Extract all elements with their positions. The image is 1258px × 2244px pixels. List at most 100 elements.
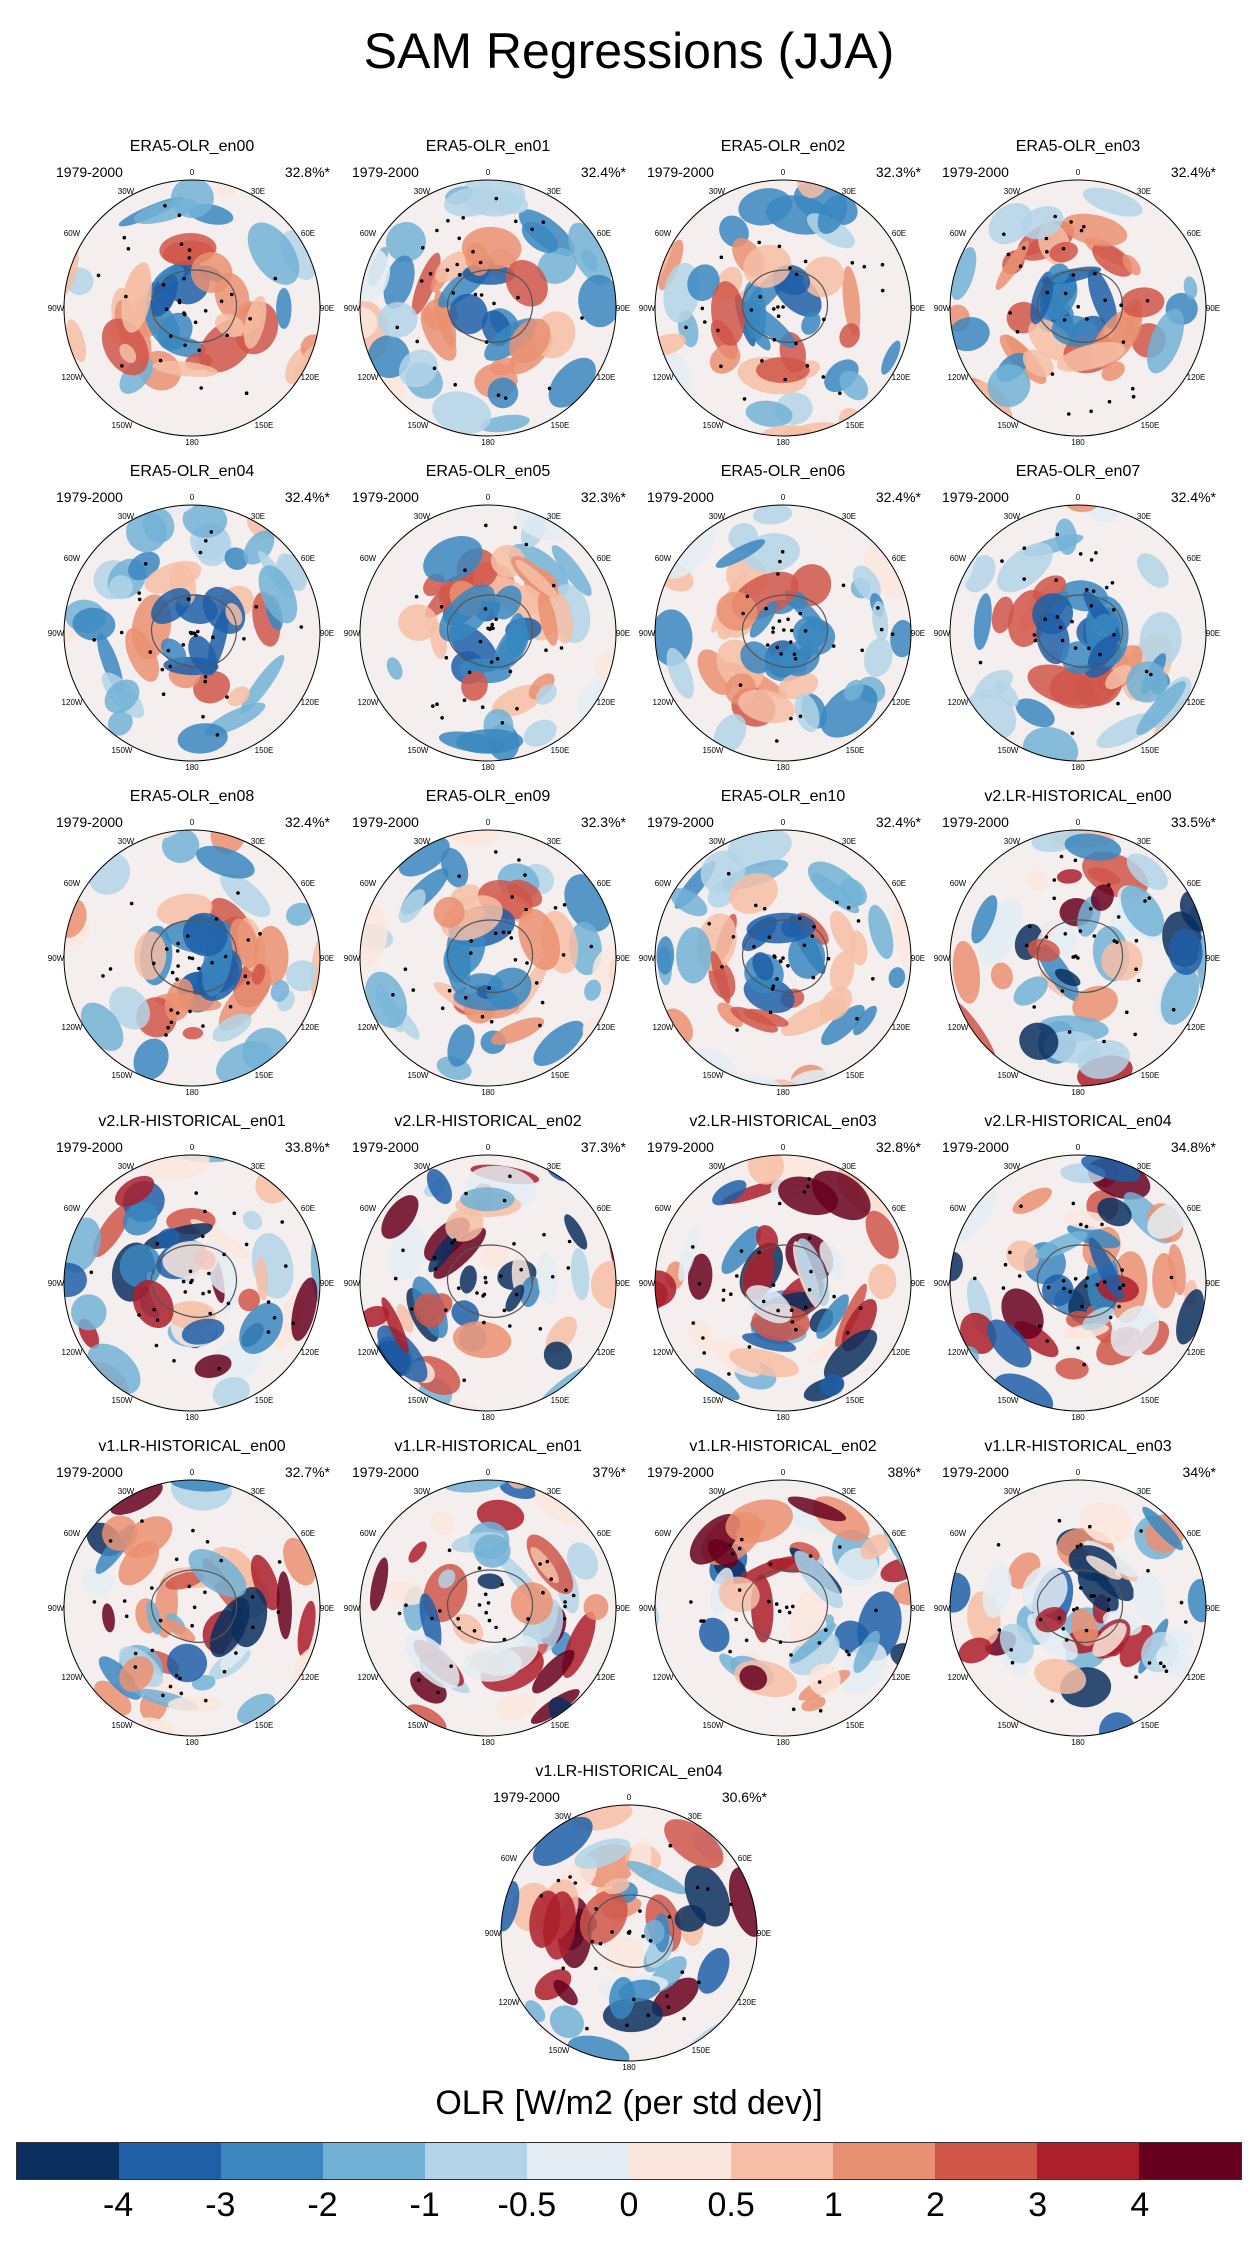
anomaly-blob [1183,276,1198,300]
longitude-label: 60W [950,229,967,238]
panel-period: 1979-2000 [942,814,1009,830]
anomaly-blob [821,1004,865,1046]
significance-dot [473,292,478,297]
significance-dot [108,967,113,971]
anomaly-blob [808,1663,841,1696]
significance-dot [547,386,552,391]
anomaly-blob [1080,1502,1133,1544]
significance-dot [777,1201,782,1206]
polar-map: 0 30E 60E 90E 120E 150E 180 150W 120W 90W 60W 30W [639,168,925,447]
significance-dot [445,268,450,272]
longitude-label: 150E [255,1396,274,1405]
anomaly-blob [1030,271,1054,325]
significance-dot [641,1934,645,1939]
anomaly-blob [182,1026,204,1040]
anomaly-blob [982,1565,1012,1618]
significance-dot [787,1610,792,1615]
anomaly-blob [480,1242,508,1269]
significance-dot [1091,589,1096,593]
polar-map: 0 30E 60E 90E 120E 150E 180 150W 120W 90W 60W 30W [639,1468,925,1747]
anomaly-blob [1110,1305,1160,1357]
significance-dot [835,900,839,905]
significance-dot [556,1878,561,1883]
significance-dot [486,626,490,631]
longitude-label: 150W [408,1071,429,1080]
longitude-label: 150E [1141,746,1160,755]
longitude-label: 90E [911,304,925,313]
significance-dot [203,309,208,313]
anomaly-blob [132,1279,174,1329]
significance-dot [291,1321,295,1326]
longitude-label: 150W [998,1071,1019,1080]
panel-variance-explained: 32.4%* [875,814,921,830]
anomaly-blob [227,686,250,707]
longitude-label: 30W [414,837,431,846]
significance-dot [776,1308,780,1313]
significance-dot [203,1209,207,1214]
significance-dot [203,1590,207,1595]
anomaly-blob [592,947,616,995]
anomaly-blob [729,872,778,914]
longitude-label: 60W [950,554,967,563]
significance-dot [1089,907,1093,911]
significance-dot [444,655,449,660]
anomaly-blob [666,647,694,699]
anomaly-blob [1022,1565,1068,1615]
anomaly-blob [497,626,530,670]
longitude-label: 120W [62,1023,83,1032]
significance-dot [798,611,802,616]
anomaly-blob [451,1300,480,1327]
significance-dot [397,1611,402,1616]
anomaly-blob [1027,938,1060,962]
longitude-label: 30W [414,1487,431,1496]
significance-dot [403,967,408,971]
significance-dot [208,1311,212,1316]
significance-dot [234,1651,238,1655]
significance-dot [822,317,826,322]
map-panel: ERA5-OLR_en08 1979-2000 32.4%* 0 30E 60E 90E 12… [42,788,342,1097]
anomaly-blob [239,1302,284,1354]
significance-dot [594,1907,598,1911]
anomaly-blob [655,609,693,666]
longitude-label: 180 [776,1088,790,1097]
significance-dot [780,550,785,554]
anomaly-blob [658,239,684,291]
anomaly-blob [532,1649,575,1694]
panel-period: 1979-2000 [56,1464,123,1480]
significance-dot [1078,552,1083,556]
significance-dot [744,1638,749,1643]
longitude-label: 120W [62,1348,83,1357]
significance-dot [845,1649,849,1654]
significance-dot [1044,236,1049,241]
significance-dot [1107,1597,1111,1602]
longitude-label: 120W [358,1673,379,1682]
longitude-label: 120W [62,698,83,707]
longitude-label: 60E [1187,229,1201,238]
longitude-label: 0 [190,168,195,177]
significance-dot [774,1602,779,1606]
panel-title: ERA5-OLR_en07 [1015,463,1141,480]
longitude-label: 30W [709,1162,726,1171]
significance-dot [1046,1285,1051,1290]
longitude-label: 150W [112,1071,133,1080]
panel-title: v1.LR-HISTORICAL_en01 [394,1438,582,1455]
anomaly-blob [285,902,313,926]
significance-dot [747,1345,752,1349]
panel-period: 1979-2000 [942,1139,1009,1155]
longitude-label: 180 [776,438,790,447]
longitude-label: 120W [948,1348,969,1357]
significance-dot [777,244,782,249]
significance-dot [122,235,127,240]
anomaly-blob [168,1695,221,1713]
anomaly-blob [529,1890,561,1948]
significance-dot [137,591,141,595]
significance-dot [563,1604,567,1609]
anomaly-blob [890,619,911,658]
anomaly-blob [1187,1578,1206,1623]
significance-dot [226,1301,231,1306]
significance-dot [1079,1543,1083,1547]
significance-dot [166,1025,170,1030]
significance-dot [789,1653,793,1657]
significance-dot [767,935,772,939]
significance-dot [219,1558,223,1563]
